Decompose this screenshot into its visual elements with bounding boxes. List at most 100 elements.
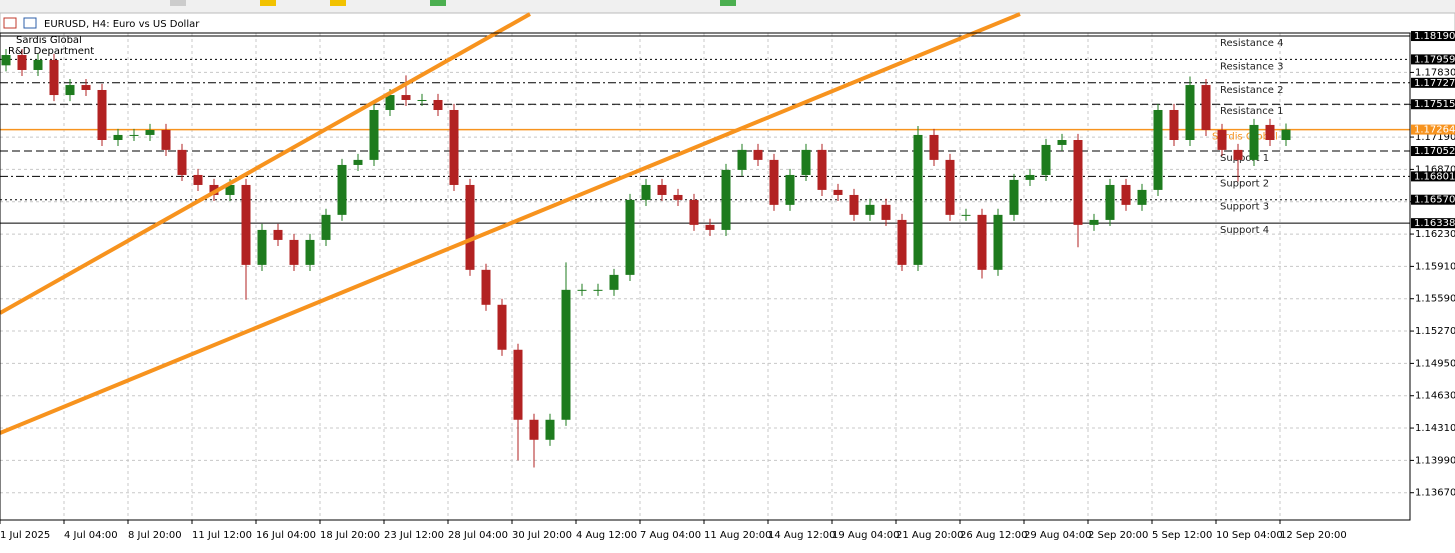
candle-body: [737, 149, 747, 170]
candle-body: [913, 134, 923, 265]
candle-body: [17, 55, 27, 70]
level-price-box: [1411, 218, 1455, 229]
candle-body: [897, 219, 907, 265]
candle-body: [401, 95, 411, 100]
level-price-label: 1.17959: [1414, 54, 1455, 65]
x-tick-label: 4 Aug 12:00: [576, 530, 637, 541]
x-tick-label: 18 Jul 20:00: [320, 530, 380, 541]
candle-body: [1089, 219, 1099, 225]
x-tick-label: 12 Sep 20:00: [1280, 530, 1347, 541]
candle-body: [33, 59, 43, 70]
level-price-label: 1.17515: [1414, 99, 1455, 110]
chart-icon[interactable]: [23, 17, 37, 29]
candle-body: [177, 149, 187, 175]
candle-body: [145, 129, 155, 135]
level-price-label: 1.16570: [1414, 195, 1455, 206]
candle-body: [273, 229, 283, 240]
level-price-box: [1411, 194, 1455, 205]
candle-body: [1265, 124, 1275, 140]
candle-body: [625, 199, 635, 275]
level-price-box: [1411, 171, 1455, 182]
candle-body: [1169, 109, 1179, 140]
x-tick-label: 2 Sep 20:00: [1088, 530, 1148, 541]
candle-body: [321, 214, 331, 240]
candle-body: [1153, 109, 1163, 190]
candle-body: [305, 239, 315, 265]
x-tick-label: 7 Aug 04:00: [640, 530, 701, 541]
candle-body: [1121, 184, 1131, 205]
candle-body: [1201, 85, 1211, 130]
y-tick-label: 1.16870: [1415, 164, 1455, 175]
candle-body: [465, 184, 475, 270]
candle-body: [609, 274, 619, 290]
x-tick-label: 16 Jul 04:00: [256, 530, 316, 541]
candle-body: [481, 269, 491, 305]
level-name: Resistance 1: [1220, 106, 1283, 117]
candle-body: [961, 214, 971, 216]
x-tick-label: 5 Sep 12:00: [1152, 530, 1212, 541]
candle-body: [1073, 139, 1083, 225]
y-tick-label: 1.15270: [1415, 326, 1455, 337]
candle-body: [577, 289, 587, 291]
department-label: R&D Department: [8, 46, 94, 57]
candle-body: [1281, 129, 1291, 140]
trend-line: [0, 12, 1021, 435]
candle-body: [1, 55, 11, 66]
menu-icon[interactable]: [3, 17, 17, 29]
x-tick-label: 8 Jul 20:00: [128, 530, 182, 541]
candle-body: [113, 134, 123, 140]
candle-body: [65, 85, 75, 96]
candle-body: [513, 349, 523, 420]
level-price-box: [1411, 146, 1455, 157]
candle-body: [1185, 85, 1195, 140]
candle-body: [929, 134, 939, 160]
current-price-label: 1.17264: [1414, 125, 1455, 136]
toolbar-icon[interactable]: [430, 0, 446, 6]
toolbar-icon[interactable]: [720, 0, 736, 6]
chart-title: EURUSD, H4: Euro vs US Dollar: [44, 19, 200, 30]
current-price-name: Sardis Global: [1212, 132, 1278, 143]
level-price-label: 1.16338: [1414, 218, 1455, 229]
x-tick-label: 30 Jul 20:00: [512, 530, 572, 541]
candle-body: [865, 204, 875, 215]
level-price-box: [1411, 77, 1455, 88]
candle-body: [785, 174, 795, 205]
candle-body: [977, 214, 987, 270]
candle-body: [817, 149, 827, 190]
tab-bar: [0, 12, 1455, 34]
level-name: Support 1: [1220, 153, 1269, 164]
candle-body: [1137, 189, 1147, 205]
toolbar-icon[interactable]: [330, 0, 346, 6]
plot-border: [0, 32, 1411, 521]
candle-body: [81, 85, 91, 90]
y-tick-label: 1.15910: [1415, 261, 1455, 272]
candle-body: [257, 229, 267, 265]
level-price-box: [1411, 54, 1455, 65]
toolbar-icon[interactable]: [260, 0, 276, 6]
candle-body: [241, 184, 251, 265]
candle-body: [721, 169, 731, 230]
toolbar-icon[interactable]: [170, 0, 186, 6]
level-name: Resistance 3: [1220, 61, 1283, 72]
candle-body: [449, 109, 459, 185]
candle-body: [1009, 179, 1019, 215]
x-tick-label: 4 Jul 04:00: [64, 530, 118, 541]
x-tick-label: 26 Aug 12:00: [960, 530, 1027, 541]
x-tick-label: 28 Jul 04:00: [448, 530, 508, 541]
candle-body: [945, 159, 955, 215]
y-tick-label: 1.16230: [1415, 229, 1455, 240]
candle-body: [881, 204, 891, 220]
x-tick-label: 1 Jul 2025: [0, 530, 50, 541]
level-price-label: 1.17727: [1414, 78, 1455, 89]
candle-body: [129, 134, 139, 136]
level-price-box: [1411, 31, 1455, 42]
candle-body: [97, 89, 107, 140]
y-tick-label: 1.14950: [1415, 358, 1455, 369]
candle-body: [801, 149, 811, 175]
candle-body: [1041, 144, 1051, 175]
level-name: Resistance 2: [1220, 85, 1283, 96]
candle-body: [1025, 174, 1035, 180]
candle-body: [593, 289, 603, 291]
y-tick-label: 1.17830: [1415, 67, 1455, 78]
